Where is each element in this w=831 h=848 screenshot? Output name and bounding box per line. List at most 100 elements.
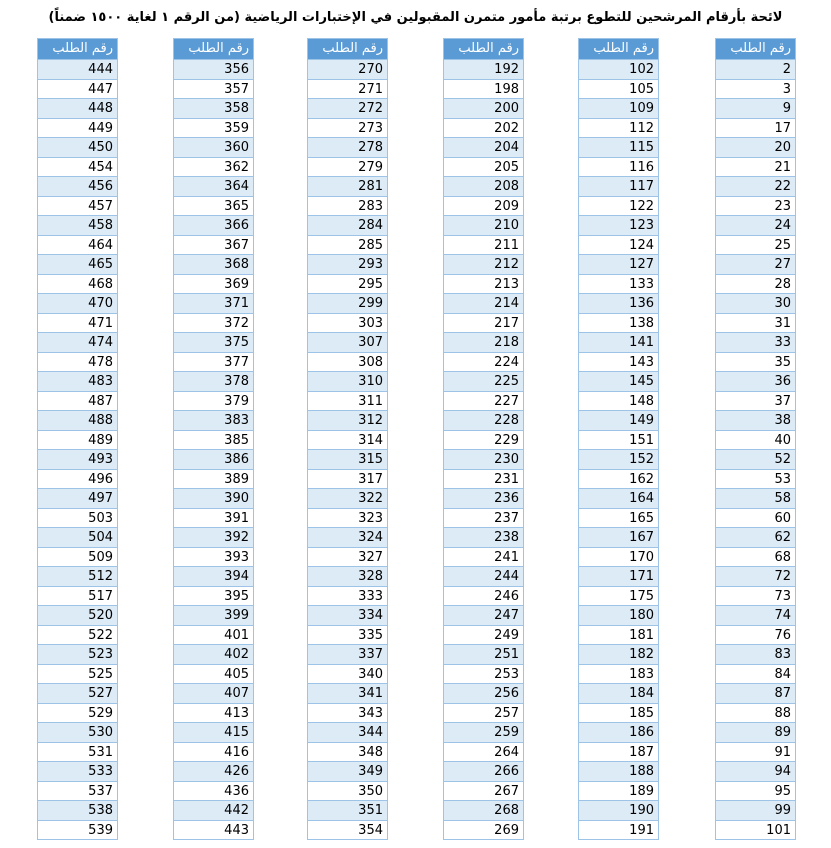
table-cell: 307 <box>308 332 387 352</box>
table-cell: 457 <box>38 195 117 216</box>
table-cell: 181 <box>579 624 658 645</box>
table-cell: 279 <box>308 156 387 177</box>
table-cell: 151 <box>579 429 658 450</box>
table-cell: 496 <box>38 468 117 489</box>
table-cell: 392 <box>174 527 253 547</box>
table-cell: 184 <box>579 683 658 703</box>
table-cell: 105 <box>579 78 658 99</box>
table-cell: 102 <box>579 59 658 79</box>
table-cell: 509 <box>38 546 117 567</box>
table-cell: 187 <box>579 741 658 762</box>
table-cell: 210 <box>444 215 523 235</box>
table-cell: 225 <box>444 371 523 391</box>
table-cell: 450 <box>38 137 117 157</box>
table-cell: 285 <box>308 234 387 255</box>
table-cell: 372 <box>174 312 253 333</box>
table-cell: 264 <box>444 741 523 762</box>
table-cell: 497 <box>38 488 117 508</box>
table-cell: 272 <box>308 98 387 118</box>
table-cell: 314 <box>308 429 387 450</box>
document-title: لائحة بأرقام المرشحين للتطوع برتبة مأمور… <box>48 10 783 25</box>
table-cell: 38 <box>716 410 795 430</box>
table-cell: 394 <box>174 566 253 586</box>
table-cell: 53 <box>716 468 795 489</box>
table-cell: 386 <box>174 449 253 469</box>
table-cell: 487 <box>38 390 117 411</box>
table-cell: 68 <box>716 546 795 567</box>
table-cell: 211 <box>444 234 523 255</box>
table-cell: 341 <box>308 683 387 703</box>
table-cell: 253 <box>444 663 523 684</box>
table-cell: 303 <box>308 312 387 333</box>
table-cell: 257 <box>444 702 523 723</box>
table-cell: 489 <box>38 429 117 450</box>
table-cell: 74 <box>716 605 795 625</box>
table-cell: 205 <box>444 156 523 177</box>
table-cell: 358 <box>174 98 253 118</box>
table-cell: 73 <box>716 585 795 606</box>
table-cell: 218 <box>444 332 523 352</box>
table-cell: 413 <box>174 702 253 723</box>
table-cell: 251 <box>444 644 523 664</box>
table-cell: 366 <box>174 215 253 235</box>
table-cell: 323 <box>308 507 387 528</box>
table-cell: 448 <box>38 98 117 118</box>
table-cell: 449 <box>38 117 117 138</box>
table-cell: 152 <box>579 449 658 469</box>
table-cell: 143 <box>579 351 658 372</box>
table-cell: 443 <box>174 819 253 840</box>
table-cell: 24 <box>716 215 795 235</box>
table-cell: 529 <box>38 702 117 723</box>
table-cell: 149 <box>579 410 658 430</box>
table-header: رقم الطلب <box>579 39 658 59</box>
table-cell: 503 <box>38 507 117 528</box>
table-cell: 356 <box>174 59 253 79</box>
table-cell: 364 <box>174 176 253 196</box>
table-cell: 95 <box>716 780 795 801</box>
table-cell: 365 <box>174 195 253 216</box>
table-cell: 2 <box>716 59 795 79</box>
table-cell: 293 <box>308 254 387 274</box>
table-cell: 317 <box>308 468 387 489</box>
table-cell: 249 <box>444 624 523 645</box>
table-cell: 465 <box>38 254 117 274</box>
table-cell: 407 <box>174 683 253 703</box>
table-cell: 281 <box>308 176 387 196</box>
table-cell: 522 <box>38 624 117 645</box>
table-cell: 270 <box>308 59 387 79</box>
table-cell: 35 <box>716 351 795 372</box>
table-cell: 531 <box>38 741 117 762</box>
table-cell: 84 <box>716 663 795 684</box>
table-cell: 60 <box>716 507 795 528</box>
table-cell: 115 <box>579 137 658 157</box>
table-cell: 393 <box>174 546 253 567</box>
table-cell: 124 <box>579 234 658 255</box>
table-cell: 21 <box>716 156 795 177</box>
table-cell: 28 <box>716 273 795 294</box>
table: رقم الطلب 192 198 200 202 204 205 208 209 210 211 2… <box>443 38 524 840</box>
table-cell: 259 <box>444 722 523 742</box>
table-cell: 229 <box>444 429 523 450</box>
table-cell: 200 <box>444 98 523 118</box>
table-cell: 72 <box>716 566 795 586</box>
table-cell: 227 <box>444 390 523 411</box>
table: رقم الطلب 102 105 109 112 115 116 117 122 123 124 1… <box>578 38 659 840</box>
table-cell: 284 <box>308 215 387 235</box>
table-cell: 214 <box>444 293 523 313</box>
table-cell: 198 <box>444 78 523 99</box>
table-cell: 454 <box>38 156 117 177</box>
table-cell: 324 <box>308 527 387 547</box>
table-cell: 136 <box>579 293 658 313</box>
table-cell: 40 <box>716 429 795 450</box>
table-cell: 180 <box>579 605 658 625</box>
table-cell: 191 <box>579 819 658 840</box>
table-cell: 533 <box>38 761 117 781</box>
table-cell: 310 <box>308 371 387 391</box>
table-cell: 335 <box>308 624 387 645</box>
table-cell: 209 <box>444 195 523 216</box>
table-cell: 426 <box>174 761 253 781</box>
table-cell: 228 <box>444 410 523 430</box>
table-cell: 383 <box>174 410 253 430</box>
table-cell: 22 <box>716 176 795 196</box>
table-cell: 362 <box>174 156 253 177</box>
